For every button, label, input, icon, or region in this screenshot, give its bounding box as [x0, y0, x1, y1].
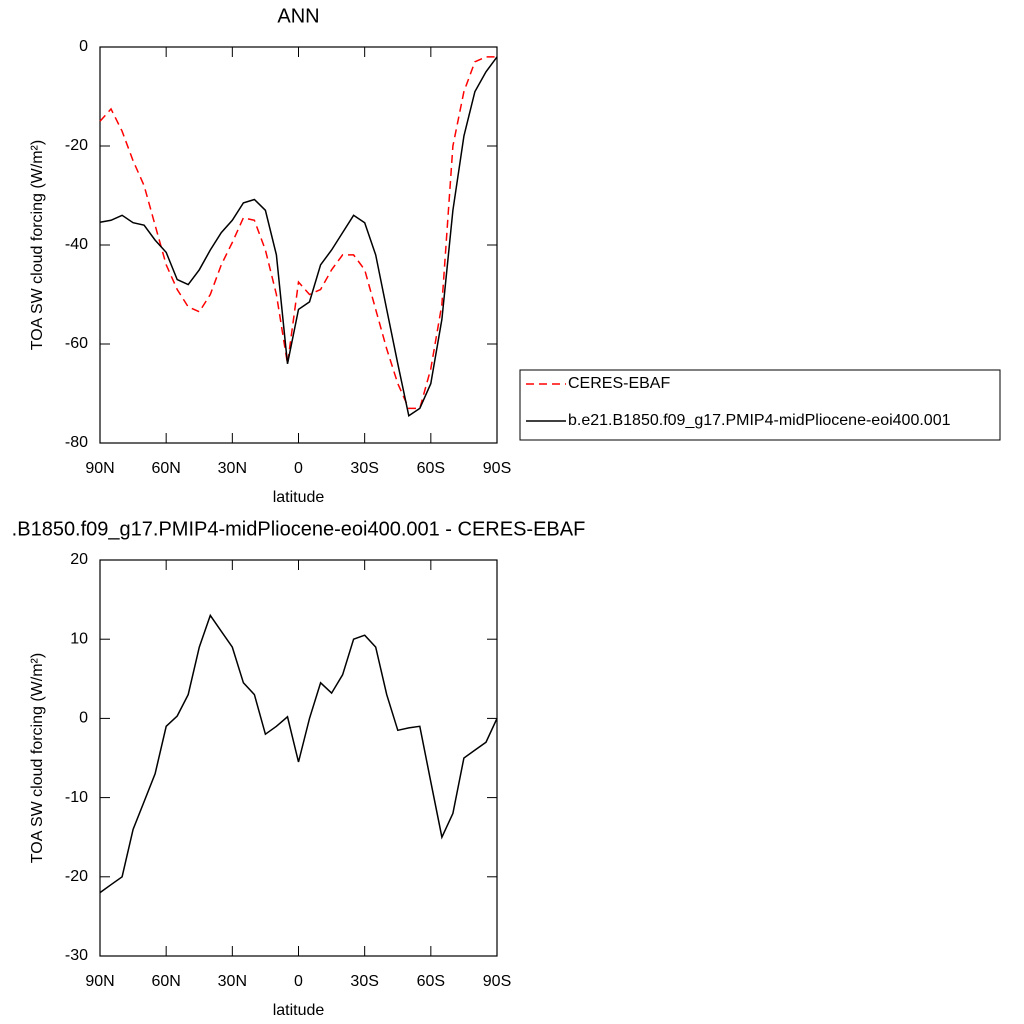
y-tick-label: 10: [70, 630, 88, 647]
data-line: [99, 613, 498, 894]
x-tick-label: 60S: [417, 460, 445, 477]
y-tick-label: -40: [65, 236, 88, 253]
x-tick-label: 90S: [483, 973, 511, 990]
y-tick-label: -20: [65, 868, 88, 885]
x-tick-label: 30N: [218, 973, 247, 990]
legend-label: CERES-EBAF: [568, 375, 670, 392]
y-tick-label: 0: [79, 38, 88, 55]
data-line: [99, 56, 498, 418]
x-tick-label: 30S: [350, 973, 378, 990]
plot-frame: [99, 46, 498, 444]
y-tick-label: 0: [79, 710, 88, 727]
y-tick-label: -80: [65, 434, 88, 451]
plot-frame: [99, 559, 498, 957]
y-tick-label: -60: [65, 335, 88, 352]
chart-title: ANN: [277, 5, 319, 27]
x-tick-label: 30N: [218, 460, 247, 477]
x-tick-label: 30S: [350, 460, 378, 477]
x-axis-label: latitude: [273, 1002, 325, 1019]
x-tick-label: 60N: [151, 460, 180, 477]
data-line: [99, 56, 497, 410]
y-axis-label: TOA SW cloud forcing (W/m²): [29, 653, 46, 863]
y-axis-label: TOA SW cloud forcing (W/m²): [29, 140, 46, 350]
legend-box: [519, 369, 1001, 441]
x-tick-label: 0: [294, 973, 303, 990]
y-tick-label: -30: [65, 947, 88, 964]
x-tick-label: 90N: [85, 460, 114, 477]
x-tick-label: 0: [294, 460, 303, 477]
x-tick-label: 90N: [85, 973, 114, 990]
x-tick-label: 90S: [483, 460, 511, 477]
y-tick-label: 20: [70, 551, 88, 568]
legend-label: b.e21.B1850.f09_g17.PMIP4-midPliocene-eo…: [568, 412, 951, 429]
y-tick-label: -20: [65, 137, 88, 154]
y-tick-label: -10: [65, 789, 88, 806]
x-axis-label: latitude: [273, 489, 325, 506]
x-tick-label: 60N: [151, 973, 180, 990]
chart-title: .B1850.f09_g17.PMIP4-midPliocene-eoi400.…: [12, 518, 586, 540]
x-tick-label: 60S: [417, 973, 445, 990]
